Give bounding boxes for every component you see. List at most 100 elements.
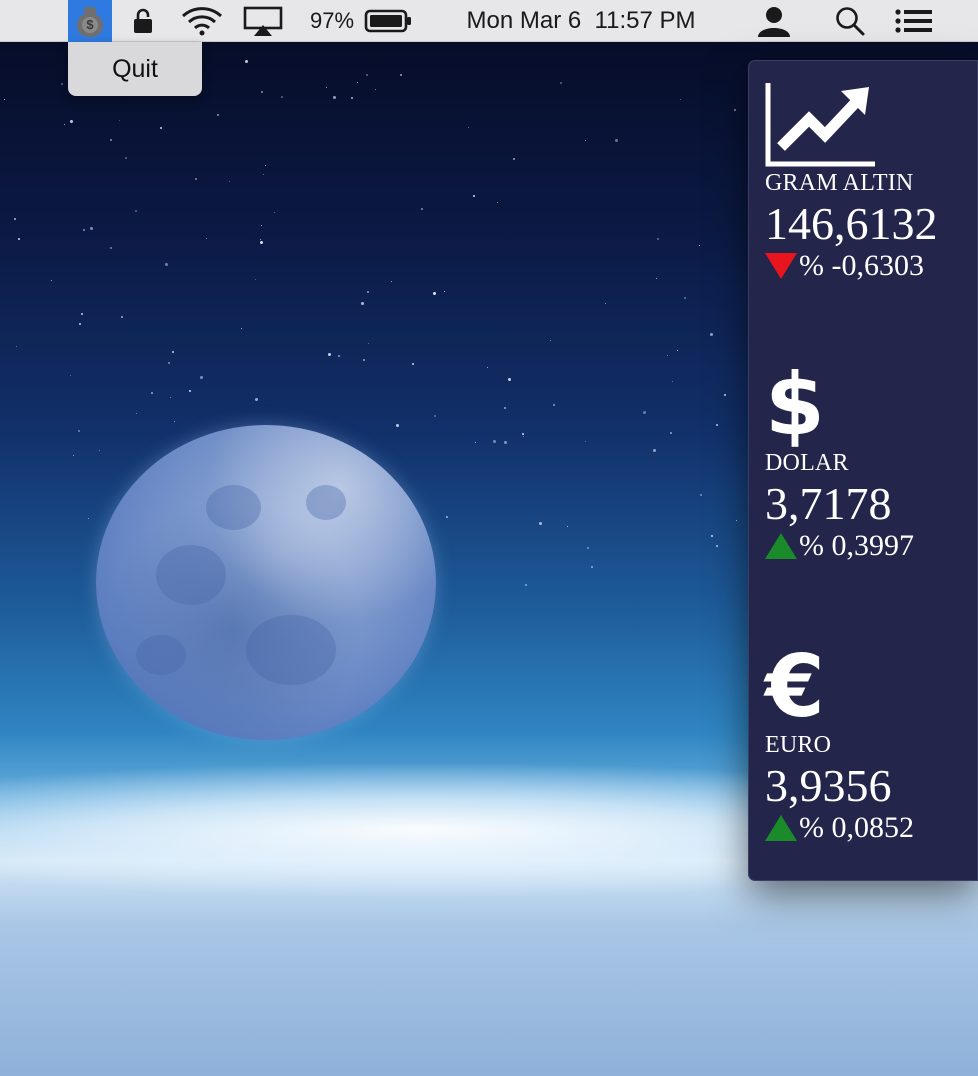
star xyxy=(446,515,449,518)
wifi-icon[interactable] xyxy=(178,0,226,42)
change-percent: % 0,0852 xyxy=(799,811,914,844)
star xyxy=(18,237,21,240)
star xyxy=(503,407,506,410)
star xyxy=(263,173,265,175)
spotlight-search-icon[interactable] xyxy=(828,0,872,42)
star xyxy=(160,126,163,129)
star xyxy=(260,239,262,241)
star xyxy=(655,277,657,279)
star xyxy=(362,359,365,362)
star xyxy=(657,237,660,240)
star xyxy=(195,177,198,180)
user-icon[interactable] xyxy=(752,0,796,42)
trending-up-chart-icon xyxy=(765,81,975,169)
star xyxy=(711,534,713,537)
currency-value: 146,6132 xyxy=(765,198,938,249)
star xyxy=(684,296,687,299)
star xyxy=(653,449,656,453)
star xyxy=(216,114,219,117)
star xyxy=(72,454,74,456)
star xyxy=(260,90,263,93)
star xyxy=(170,396,172,398)
star xyxy=(553,403,556,406)
star xyxy=(474,441,476,443)
currency-app-status-item[interactable]: $ xyxy=(68,0,112,42)
star xyxy=(15,345,17,347)
arrow-up-icon xyxy=(765,533,797,559)
star xyxy=(421,208,424,211)
clock[interactable]: Mon Mar 6 11:57 PM xyxy=(440,0,722,42)
star xyxy=(3,98,5,100)
currency-value: 3,9356 xyxy=(765,760,892,811)
notification-center-icon[interactable] xyxy=(890,0,938,42)
currency-name: EURO xyxy=(765,732,832,758)
star xyxy=(50,279,52,281)
star xyxy=(614,139,618,143)
change-percent: % -0,6303 xyxy=(799,249,924,282)
star xyxy=(281,95,284,98)
star xyxy=(244,60,248,64)
star xyxy=(715,424,718,427)
star xyxy=(604,302,606,304)
airplay-icon[interactable] xyxy=(240,0,286,42)
star xyxy=(255,398,259,402)
star xyxy=(135,209,138,212)
star xyxy=(80,312,83,315)
star xyxy=(365,74,368,77)
star xyxy=(591,566,594,569)
star xyxy=(549,340,551,342)
app-dropdown-menu: Quit xyxy=(68,42,202,96)
star xyxy=(254,278,256,280)
star xyxy=(333,95,337,99)
star xyxy=(189,389,192,392)
star xyxy=(504,441,508,445)
star xyxy=(165,263,169,267)
star xyxy=(14,218,17,221)
star xyxy=(118,119,120,121)
star xyxy=(539,521,543,525)
star xyxy=(492,439,496,443)
star xyxy=(585,140,587,142)
star xyxy=(710,333,714,337)
quit-menu-item[interactable]: Quit xyxy=(112,54,158,83)
star xyxy=(468,126,470,128)
star xyxy=(136,413,138,415)
star xyxy=(670,431,673,434)
star xyxy=(357,82,359,84)
star xyxy=(444,291,446,293)
star xyxy=(260,224,262,226)
star xyxy=(200,375,204,379)
star xyxy=(508,378,512,382)
star xyxy=(109,138,112,141)
star xyxy=(172,351,175,354)
star xyxy=(666,355,668,357)
currency-card-euro: € EURO 3,9356 % 0,0852 xyxy=(765,643,975,845)
star xyxy=(360,301,364,305)
star xyxy=(350,96,353,99)
star xyxy=(512,157,515,160)
star xyxy=(64,124,66,126)
star xyxy=(671,380,673,382)
currency-panel: GRAM ALTIN 146,6132 % -0,6303 $ DOLAR 3,… xyxy=(748,60,978,881)
star xyxy=(567,525,569,527)
star xyxy=(69,119,73,123)
currency-value: 3,7178 xyxy=(765,478,892,529)
star xyxy=(676,350,678,352)
battery-icon[interactable] xyxy=(362,0,414,42)
star xyxy=(716,545,719,548)
currency-card-gram-altin: GRAM ALTIN 146,6132 % -0,6303 xyxy=(765,81,975,283)
date-time: Mon Mar 6 11:57 PM xyxy=(466,7,696,34)
lock-icon[interactable] xyxy=(128,0,158,42)
star xyxy=(120,316,123,319)
star xyxy=(167,361,170,364)
star xyxy=(61,83,64,86)
star xyxy=(399,74,402,77)
star xyxy=(337,354,340,357)
dollar-icon: $ xyxy=(765,355,825,455)
star xyxy=(390,281,392,283)
star xyxy=(367,343,369,345)
currency-name: DOLAR xyxy=(765,450,849,476)
star xyxy=(150,392,153,395)
star xyxy=(396,423,400,427)
menu-bar: $ 97% Mon Mar 6 11:57 PM xyxy=(0,0,978,42)
